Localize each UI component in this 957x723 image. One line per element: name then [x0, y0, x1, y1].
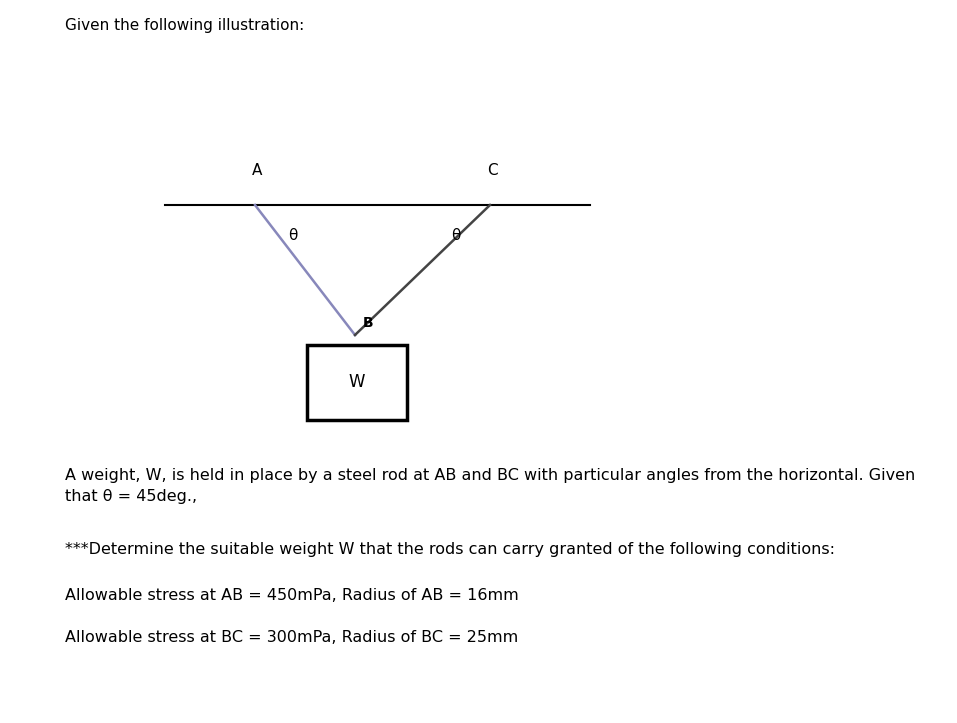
Text: Given the following illustration:: Given the following illustration:	[65, 18, 304, 33]
Text: θ: θ	[451, 228, 460, 243]
Bar	[307, 345, 407, 420]
Text: B: B	[363, 316, 373, 330]
Text: Allowable stress at AB = 450mPa, Radius of AB = 16mm: Allowable stress at AB = 450mPa, Radius …	[65, 588, 519, 603]
Text: θ: θ	[288, 228, 298, 243]
Text: C: C	[487, 163, 498, 178]
Text: Allowable stress at BC = 300mPa, Radius of BC = 25mm: Allowable stress at BC = 300mPa, Radius …	[65, 630, 519, 645]
Text: ***Determine the suitable weight W that the rods can carry granted of the follow: ***Determine the suitable weight W that …	[65, 542, 835, 557]
Text: W: W	[348, 373, 366, 391]
Text: A weight, W, is held in place by a steel rod at AB and BC with particular angles: A weight, W, is held in place by a steel…	[65, 468, 915, 504]
Text: A: A	[252, 163, 262, 178]
